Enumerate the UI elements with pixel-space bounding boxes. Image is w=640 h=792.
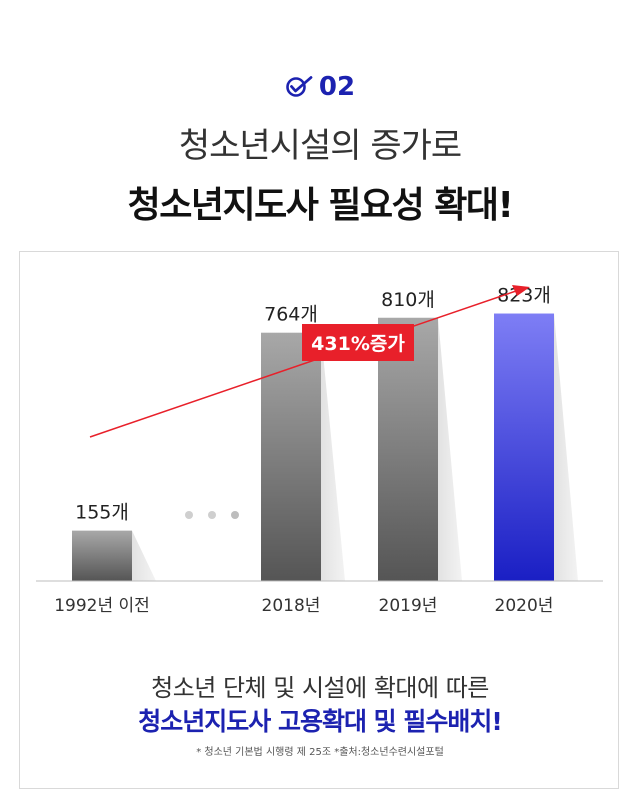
bar xyxy=(494,313,554,581)
category-label: 2019년 xyxy=(379,596,438,616)
footer-line-2: 청소년지도사 고용확대 및 필수배치! xyxy=(138,707,503,736)
bar-shadow xyxy=(321,332,345,581)
data-label: 823개 xyxy=(497,285,551,307)
step-number: 02 xyxy=(318,72,356,102)
title-line-2: 청소년지도사 필요성 확대! xyxy=(127,185,514,226)
bar-shadow xyxy=(132,530,156,581)
dot xyxy=(231,511,239,519)
category-label: 2020년 xyxy=(495,596,554,616)
step-indicator: 02 xyxy=(0,72,640,102)
bar xyxy=(378,317,438,581)
growth-badge: 431%증가 xyxy=(302,324,414,361)
dot xyxy=(185,511,193,519)
category-label: 2018년 xyxy=(262,596,321,616)
dot xyxy=(208,511,216,519)
bar-shadow xyxy=(438,317,462,581)
bar xyxy=(72,530,132,581)
footer-line-1: 청소년 단체 및 시설에 확대에 따른 xyxy=(151,674,489,702)
growth-label: 431%증가 xyxy=(311,333,405,355)
bar-shadow xyxy=(554,313,578,581)
ellipsis-dots xyxy=(185,511,239,519)
title-line-1: 청소년시설의 증가로 xyxy=(178,126,462,166)
growth-arrow xyxy=(89,285,530,438)
check-circle-icon xyxy=(286,76,313,97)
data-label: 155개 xyxy=(75,502,129,524)
category-label: 1992년 이전 xyxy=(54,596,150,616)
bar xyxy=(261,332,321,581)
source-note: * 청소년 기본법 시행령 제 25조 *출처:청소년수련시설포털 xyxy=(196,747,444,758)
data-label: 764개 xyxy=(264,304,318,326)
data-label: 810개 xyxy=(381,289,435,311)
